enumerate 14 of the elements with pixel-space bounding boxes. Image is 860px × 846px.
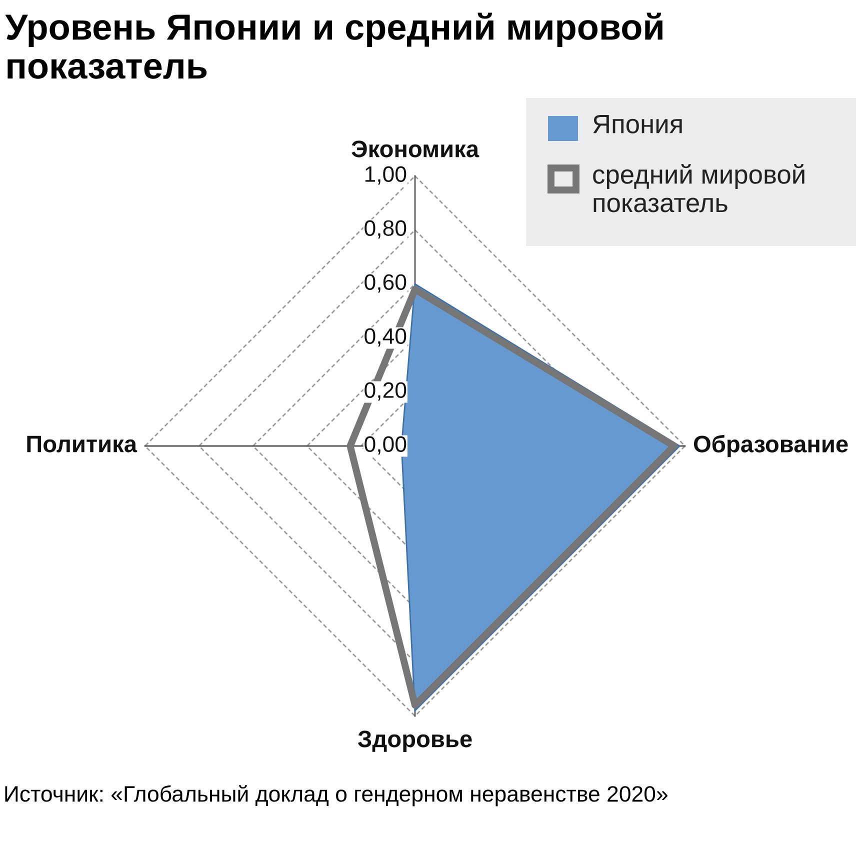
legend-label: средний мировой показатель bbox=[593, 164, 804, 212]
y-tick-label: 0,40 bbox=[364, 328, 406, 347]
spoke-label: Здоровье bbox=[358, 730, 472, 752]
y-tick-label: 0,60 bbox=[364, 274, 406, 293]
y-tick-label: 1,00 bbox=[365, 166, 406, 185]
spoke-label: Экономика bbox=[352, 140, 480, 158]
text: Источник: «Глобальный доклад о гендерном неравенстве 2020» bbox=[5, 785, 668, 806]
spoke-label: Образование bbox=[694, 434, 848, 458]
chart-title: Уровень Японии и средний мировой показатель bbox=[5, 12, 662, 79]
spoke-label: Политика bbox=[27, 436, 138, 452]
legend-label: Япония bbox=[593, 114, 682, 134]
y-tick-label: 0,00 bbox=[364, 436, 406, 455]
y-tick-label: 0,20 bbox=[364, 382, 406, 401]
y-tick-label: 0,80 bbox=[364, 220, 406, 239]
